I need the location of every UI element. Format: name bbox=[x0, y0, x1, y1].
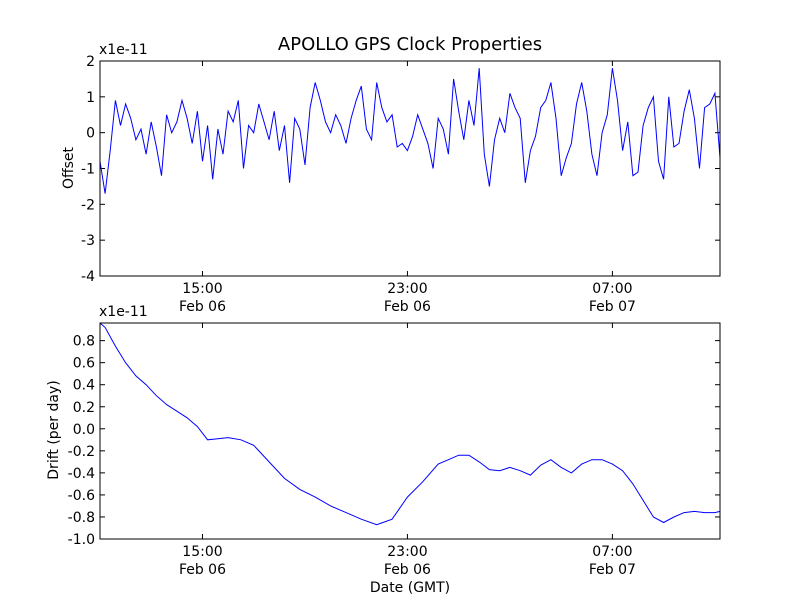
x-tick-label-date: Feb 06 bbox=[384, 562, 431, 578]
y-tick-label: -2 bbox=[81, 197, 95, 213]
x-tick-label-time: 23:00 bbox=[387, 544, 427, 560]
bottom-series-group bbox=[99, 322, 721, 526]
x-tick-label-time: 15:00 bbox=[182, 281, 222, 297]
top-y-axis-label: Offset bbox=[61, 146, 77, 189]
y-tick-label: -1.0 bbox=[68, 532, 95, 548]
bottom-axes-frame bbox=[99, 322, 721, 540]
y-tick-label: 0.6 bbox=[73, 356, 95, 372]
y-tick-label: -1 bbox=[81, 162, 95, 178]
top-scale-label: x1e-11 bbox=[99, 42, 148, 58]
x-tick-label-time: 23:00 bbox=[387, 281, 427, 297]
x-tick-label-date: Feb 06 bbox=[384, 299, 431, 315]
top-y-axis-ticks: -4 -3 -2 -1 0 1 2 bbox=[81, 54, 720, 285]
x-tick-label-date: Feb 07 bbox=[589, 562, 636, 578]
x-tick-label-date: Feb 07 bbox=[589, 299, 636, 315]
x-tick-label-date: Feb 06 bbox=[179, 299, 226, 315]
bottom-y-axis-ticks: -1.0 -0.8 -0.6 -0.4 -0.2 0.0 0.2 0.4 0.6 0.8 bbox=[68, 334, 720, 548]
y-tick-label: -3 bbox=[81, 233, 95, 249]
bottom-y-axis-label: Drift (per day) bbox=[46, 380, 62, 479]
top-axes-frame bbox=[99, 60, 721, 277]
x-tick-label-time: 07:00 bbox=[592, 281, 632, 297]
x-tick-label-date: Feb 06 bbox=[179, 562, 226, 578]
bottom-series-line-0 bbox=[99, 322, 721, 526]
y-tick-label: 1 bbox=[86, 90, 95, 106]
y-tick-label: 2 bbox=[86, 54, 95, 70]
chart-title: APOLLO GPS Clock Properties bbox=[278, 34, 542, 55]
bottom-x-axis-ticks: 15:00 Feb 06 23:00 Feb 06 07:00 Feb 07 bbox=[179, 323, 636, 578]
y-tick-label: -4 bbox=[81, 269, 95, 285]
y-tick-label: -0.6 bbox=[68, 488, 95, 504]
y-tick-label: 0.8 bbox=[73, 334, 95, 350]
y-tick-label: 0.0 bbox=[73, 422, 95, 438]
y-tick-label: -0.2 bbox=[68, 444, 95, 460]
y-tick-label: 0 bbox=[86, 126, 95, 142]
y-tick-label: -0.4 bbox=[68, 466, 95, 482]
top-series-group bbox=[99, 68, 721, 194]
bottom-x-axis-label: Date (GMT) bbox=[370, 580, 450, 596]
y-tick-label: 0.2 bbox=[73, 400, 95, 416]
x-tick-label-time: 15:00 bbox=[182, 544, 222, 560]
top-x-axis-ticks: 15:00 Feb 06 23:00 Feb 06 07:00 Feb 07 bbox=[179, 61, 636, 315]
y-tick-label: -0.8 bbox=[68, 510, 95, 526]
bottom-scale-label: x1e-11 bbox=[99, 304, 148, 320]
top-series-line-0 bbox=[99, 68, 721, 194]
x-tick-label-time: 07:00 bbox=[592, 544, 632, 560]
y-tick-label: 0.4 bbox=[73, 378, 95, 394]
